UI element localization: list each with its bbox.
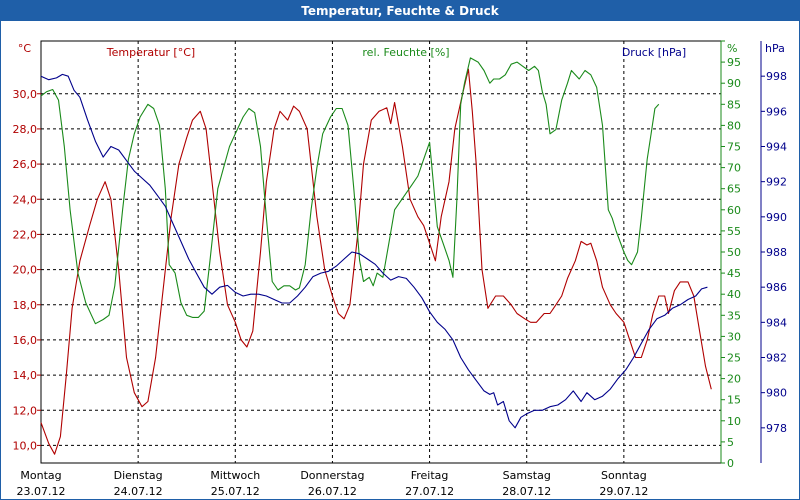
pressure-tick-label: 988 [766,246,787,259]
humidity-tick-label: 65 [727,183,741,196]
temperature-tick-label: 16,0 [13,334,38,347]
temperature-tick-label: 28,0 [13,123,38,136]
temperature-tick-label: 22,0 [13,228,38,241]
humidity-tick-label: 30 [727,330,741,343]
series-line-humidity [40,57,660,325]
chart-title: Temperatur, Feuchte & Druck [1,1,799,21]
humidity-tick-label: 25 [727,352,741,365]
pressure-tick-label: 978 [766,422,787,435]
humidity-tick-label: 55 [727,225,741,238]
temperature-tick-label: 26,0 [13,158,38,171]
humidity-tick-label: 60 [727,204,741,217]
temperature-tick-label: 20,0 [13,264,38,277]
pressure-tick-label: 992 [766,176,787,189]
temperature-axis-label: Temperatur [°C] [106,46,195,59]
humidity-tick-label: 50 [727,246,741,259]
humidity-tick-label: 0 [727,457,734,470]
humidity-tick-label: 95 [727,56,741,69]
series-line-temperature [40,68,712,455]
temperature-tick-label: 30,0 [13,88,38,101]
humidity-tick-label: 80 [727,119,741,132]
x-date-label: 29.07.12 [599,485,648,498]
pressure-tick-label: 986 [766,281,787,294]
humidity-tick-label: 45 [727,267,741,280]
humidity-tick-label: 75 [727,141,741,154]
x-date-label: 26.07.12 [308,485,357,498]
x-day-label: Donnerstag [300,469,364,482]
x-day-label: Freitag [411,469,449,482]
pressure-tick-label: 996 [766,105,787,118]
x-day-label: Montag [20,469,61,482]
x-date-label: 25.07.12 [211,485,260,498]
humidity-tick-label: 15 [727,394,741,407]
x-day-label: Samstag [503,469,551,482]
temperature-tick-label: 12,0 [13,404,38,417]
x-date-label: 23.07.12 [17,485,66,498]
humidity-axis-label: rel. Feuchte [%] [362,46,449,59]
series-line-pressure [40,73,708,429]
humidity-tick-label: 10 [727,415,741,428]
humidity-tick-label: 90 [727,77,741,90]
x-day-label: Dienstag [114,469,163,482]
humidity-tick-label: 20 [727,373,741,386]
humidity-unit: % [727,42,737,55]
temperature-tick-label: 18,0 [13,299,38,312]
pressure-tick-label: 990 [766,211,787,224]
x-day-label: Mittwoch [210,469,260,482]
pressure-tick-label: 984 [766,316,787,329]
chart-svg: 10,0 12,0 14,0 16,0 18,0 20,0 22,0 24,0 26,0 28,0… [13,40,787,498]
humidity-tick-label: 70 [727,162,741,175]
pressure-tick-label: 994 [766,141,787,154]
humidity-tick-label: 5 [727,436,734,449]
plot-border [40,40,722,464]
pressure-unit: hPa [765,42,785,55]
temperature-tick-label: 14,0 [13,369,38,382]
axis-labels: °C Temperatur [°C] % rel. Feuchte [%] hPa Dru… [17,42,785,498]
humidity-tick-label: 35 [727,309,741,322]
series-lines [40,57,712,455]
pressure-tick-label: 980 [766,387,787,400]
x-date-label: 24.07.12 [114,485,163,498]
pressure-tick-label: 998 [766,70,787,83]
x-day-label: Sonntag [601,469,647,482]
pressure-axis-label: Druck [hPa] [622,46,686,59]
x-date-label: 27.07.12 [405,485,454,498]
temperature-tick-label: 24,0 [13,193,38,206]
humidity-tick-label: 85 [727,98,741,111]
temperature-unit: °C [18,42,32,55]
axes: 10,0 12,0 14,0 16,0 18,0 20,0 22,0 24,0 26,0 28,0… [13,40,787,470]
x-date-label: 28.07.12 [502,485,551,498]
grid [40,40,722,464]
pressure-tick-label: 982 [766,352,787,365]
humidity-tick-label: 40 [727,288,741,301]
temperature-tick-label: 10,0 [13,439,38,452]
